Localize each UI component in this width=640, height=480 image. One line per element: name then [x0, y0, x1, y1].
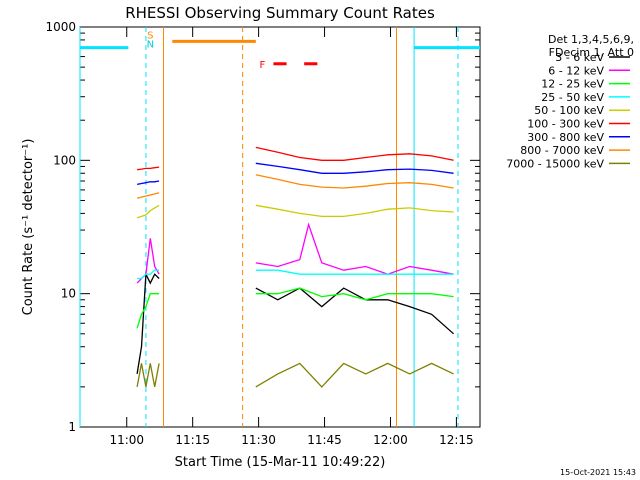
- series-line-2: [136, 293, 160, 329]
- chart-title: RHESSI Observing Summary Count Rates: [125, 4, 435, 22]
- footer-timestamp: 15-Oct-2021 15:43: [560, 468, 636, 477]
- y-tick-label: 10: [61, 287, 76, 301]
- y-tick-label: 1000: [45, 20, 76, 34]
- series-line-5: [137, 166, 160, 171]
- legend-entry-label: 3 - 6 keV: [555, 51, 604, 64]
- series-line-6: [255, 162, 454, 174]
- legend-entry-label: 300 - 800 keV: [527, 131, 604, 144]
- legend-entry-label: 100 - 300 keV: [527, 118, 604, 131]
- series-line-1: [255, 222, 454, 275]
- legend-entry-label: 800 - 7000 keV: [520, 144, 604, 157]
- x-tick-label: 11:45: [307, 433, 342, 447]
- series-line-8: [255, 362, 454, 388]
- series-line-0: [136, 271, 160, 375]
- series-line-4: [255, 204, 454, 218]
- series-line-3: [255, 269, 454, 275]
- legend-entry-label: 7000 - 15000 keV: [506, 157, 604, 170]
- series-line-4: [136, 204, 160, 219]
- series-line-7: [136, 192, 160, 199]
- x-tick-label: 11:30: [241, 433, 276, 447]
- legend-header-line: FDecim 1, Att 0: [549, 46, 634, 59]
- series-line-7: [255, 174, 454, 189]
- legend-header-line: Det 1,3,4,5,6,9,: [548, 33, 634, 46]
- series-line-5: [255, 146, 454, 161]
- x-axis-label: Start Time (15-Mar-11 10:49:22): [175, 455, 386, 470]
- y-axis-label: Count Rate (s⁻¹ detector⁻¹): [21, 139, 36, 316]
- series-line-6: [136, 180, 160, 186]
- y-tick-label: 1: [68, 420, 76, 434]
- x-tick-label: 11:00: [109, 433, 144, 447]
- legend-entry-label: 25 - 50 keV: [541, 91, 604, 104]
- x-tick-label: 11:15: [175, 433, 210, 447]
- night-flag-label: N: [147, 40, 154, 51]
- x-tick-label: 12:00: [373, 433, 408, 447]
- flare-flag-label: F: [260, 60, 266, 71]
- saa-flag-label: S: [147, 30, 153, 41]
- y-tick-label: 100: [53, 153, 76, 167]
- legend-entry-label: 50 - 100 keV: [534, 104, 604, 117]
- series-line-8: [136, 363, 160, 388]
- plot-frame: [79, 26, 481, 428]
- series-line-3: [137, 269, 160, 280]
- legend-entry-label: 6 - 12 keV: [548, 64, 604, 77]
- x-tick-label: 12:15: [439, 433, 474, 447]
- series-line-1: [136, 238, 160, 284]
- legend-entry-label: 12 - 25 keV: [541, 78, 604, 91]
- series-line-0: [255, 287, 455, 335]
- series-line-2: [255, 287, 454, 301]
